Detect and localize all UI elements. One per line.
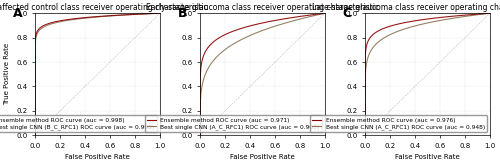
Text: C: C xyxy=(342,7,351,20)
X-axis label: False Positive Rate: False Positive Rate xyxy=(395,154,460,161)
Y-axis label: True Positive Rate: True Positive Rate xyxy=(4,43,10,105)
Legend: Ensemble method ROC curve (auc = 0.976), Best single CNN (A_C_RFC1) ROC curve (a: Ensemble method ROC curve (auc = 0.976),… xyxy=(310,115,487,132)
Legend: Ensemble method ROC curve (auc = 0.971), Best single CNN (A_C_RFC1) ROC curve (a: Ensemble method ROC curve (auc = 0.971),… xyxy=(144,115,322,132)
X-axis label: False Positive Rate: False Positive Rate xyxy=(230,154,295,161)
Legend: Ensemble method ROC curve (auc = 0.998), Best single CNN (B_C_RFC1) ROC curve (a: Ensemble method ROC curve (auc = 0.998),… xyxy=(0,115,157,132)
Title: Unaffected control class receiver operating characteristic: Unaffected control class receiver operat… xyxy=(0,3,208,12)
Text: B: B xyxy=(178,7,187,20)
Title: Early-stage glaucoma class receiver operating characteristic: Early-stage glaucoma class receiver oper… xyxy=(146,3,379,12)
X-axis label: False Positive Rate: False Positive Rate xyxy=(65,154,130,161)
Text: A: A xyxy=(12,7,22,20)
Title: Late-stage glaucoma class receiver operating characteristic: Late-stage glaucoma class receiver opera… xyxy=(312,3,500,12)
